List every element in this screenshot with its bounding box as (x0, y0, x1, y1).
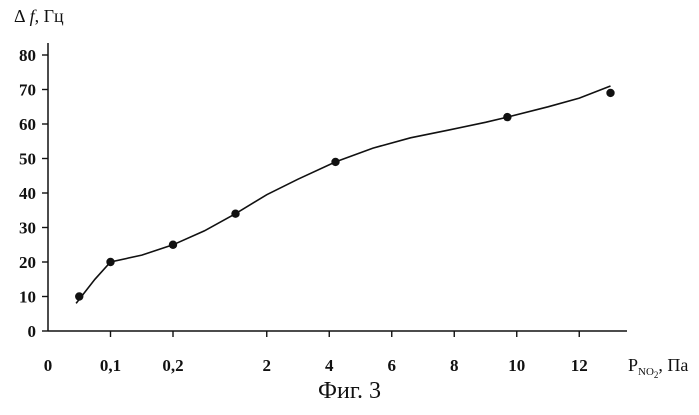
x-axis: 0 0,1 0,2 2 4 6 8 10 12 (44, 331, 627, 375)
x-axis-label-symbol: P (628, 355, 638, 375)
x-tick-label: 0,1 (100, 356, 121, 375)
y-tick-label: 0 (28, 322, 37, 341)
y-axis-label-unit: , Гц (35, 6, 64, 26)
x-tick-label: 4 (325, 356, 334, 375)
x-tick-label: 6 (388, 356, 397, 375)
data-point (503, 113, 511, 121)
figure-caption: Фиг. 3 (0, 378, 699, 405)
x-axis-label-subscript: NO (638, 366, 654, 378)
y-tick-label: 40 (19, 184, 36, 203)
x-tick-label: 2 (263, 356, 272, 375)
x-tick-label: 12 (571, 356, 588, 375)
y-ticks: 0 10 20 30 40 50 60 70 80 (19, 46, 48, 341)
x-tick-label: 8 (450, 356, 459, 375)
y-tick-label: 70 (19, 81, 36, 100)
y-axis: 0 10 20 30 40 50 60 70 80 (19, 43, 48, 341)
x-axis-label-unit: , Па (658, 355, 688, 375)
data-point (231, 210, 239, 218)
series-points (75, 89, 615, 301)
data-point (331, 158, 339, 166)
x-tick-label: 10 (508, 356, 525, 375)
data-point (606, 89, 614, 97)
x-ticks: 0 0,1 0,2 2 4 6 8 10 12 (44, 331, 588, 375)
y-tick-label: 50 (19, 150, 36, 169)
data-point (75, 292, 83, 300)
series-curve (76, 86, 610, 303)
data-series (75, 86, 615, 303)
y-tick-label: 60 (19, 115, 36, 134)
y-axis-label: Δf, Гц (14, 6, 64, 26)
y-axis-label-symbol: Δ (14, 6, 26, 26)
x-tick-label: 0 (44, 356, 53, 375)
y-tick-label: 30 (19, 219, 36, 238)
y-tick-label: 80 (19, 46, 36, 65)
x-tick-label: 0,2 (162, 356, 183, 375)
x-axis-label: PNO2, Па (628, 355, 688, 380)
data-point (106, 258, 114, 266)
data-point (169, 241, 177, 249)
y-tick-label: 10 (19, 288, 36, 307)
y-tick-label: 20 (19, 253, 36, 272)
